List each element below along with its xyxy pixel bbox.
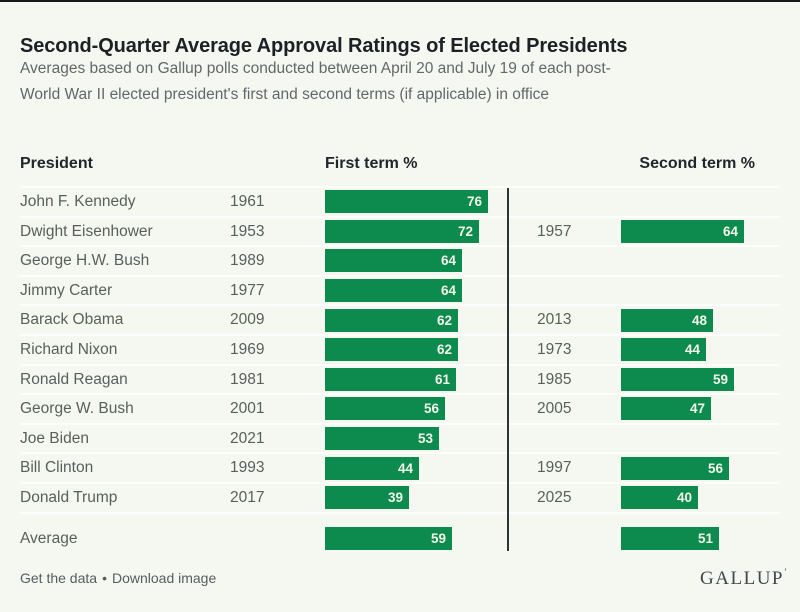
second-term-value: 47 bbox=[689, 401, 705, 417]
subtitle-line-2: World War II elected president's first a… bbox=[20, 86, 550, 103]
first-term-year: 2021 bbox=[230, 429, 265, 447]
first-term-bar: 39 bbox=[325, 486, 409, 510]
second-term-year: 2025 bbox=[537, 488, 572, 506]
president-name: John F. Kennedy bbox=[20, 193, 136, 210]
second-term-value: 64 bbox=[722, 223, 738, 239]
first-term-bar: 53 bbox=[325, 427, 439, 451]
first-term-year: 2001 bbox=[230, 400, 265, 418]
table-row: Joe Biden 2021 53 bbox=[20, 425, 780, 455]
chart-rows: John F. Kennedy 1961 76 Dwight Eisenhowe… bbox=[20, 186, 780, 552]
footer-separator: • bbox=[102, 570, 107, 586]
subtitle-line-1: Averages based on Gallup polls conducted… bbox=[20, 60, 611, 77]
second-term-value: 44 bbox=[684, 342, 700, 358]
first-term-value: 62 bbox=[436, 342, 452, 358]
first-term-year: 2009 bbox=[230, 311, 265, 329]
first-term-value: 76 bbox=[466, 194, 482, 210]
chart-subtitle: Averages based on Gallup polls conducted… bbox=[20, 56, 776, 108]
second-term-bar: 56 bbox=[621, 456, 729, 480]
footer-links: Get the data • Download image bbox=[20, 570, 216, 586]
first-term-year: 2017 bbox=[230, 488, 265, 506]
first-term-value: 62 bbox=[436, 312, 452, 328]
column-header-second-term: Second term % bbox=[639, 155, 755, 172]
top-border-rule bbox=[0, 0, 800, 2]
first-term-bar: 64 bbox=[325, 249, 462, 273]
first-term-bar: 62 bbox=[325, 338, 458, 362]
second-term-year: 2013 bbox=[537, 311, 572, 329]
first-term-year: 1977 bbox=[230, 281, 265, 299]
first-term-value: 64 bbox=[440, 253, 456, 269]
second-term-value: 48 bbox=[691, 312, 707, 328]
download-image-link[interactable]: Download image bbox=[111, 570, 217, 586]
president-name: Dwight Eisenhower bbox=[20, 222, 153, 240]
second-term-value: 59 bbox=[712, 371, 728, 387]
get-the-data-link[interactable]: Get the data bbox=[20, 570, 98, 586]
table-row: Donald Trump 2017 39 2025 40 bbox=[20, 484, 780, 514]
second-term-year: 1985 bbox=[537, 370, 572, 388]
president-name: Jimmy Carter bbox=[20, 281, 113, 299]
first-term-year: 1981 bbox=[230, 370, 265, 388]
first-term-year: 1969 bbox=[230, 340, 265, 358]
column-header-president: President bbox=[20, 155, 93, 172]
table-row: Dwight Eisenhower 1953 72 1957 64 bbox=[20, 218, 780, 248]
table-row: Ronald Reagan 1981 61 1985 59 bbox=[20, 366, 780, 396]
president-name: Joe Biden bbox=[20, 429, 89, 447]
first-term-year: 1989 bbox=[230, 252, 265, 270]
second-term-year: 1957 bbox=[537, 222, 572, 240]
first-term-value: 61 bbox=[434, 371, 450, 387]
president-name: Barack Obama bbox=[20, 311, 124, 329]
second-term-bar: 64 bbox=[621, 219, 744, 243]
table-row: George H.W. Bush 1989 64 bbox=[20, 247, 780, 277]
page-title: Second-Quarter Average Approval Ratings … bbox=[20, 35, 628, 58]
president-name: Richard Nixon bbox=[20, 340, 118, 358]
first-term-value: 39 bbox=[387, 490, 403, 506]
table-row: Bill Clinton 1993 44 1997 56 bbox=[20, 454, 780, 484]
second-term-bar: 40 bbox=[621, 486, 698, 510]
table-row: Richard Nixon 1969 62 1973 44 bbox=[20, 336, 780, 366]
first-term-value: 72 bbox=[457, 223, 473, 239]
column-header-first-term: First term % bbox=[325, 155, 418, 172]
table-row: Barack Obama 2009 62 2013 48 bbox=[20, 306, 780, 336]
second-term-bar: 47 bbox=[621, 397, 711, 421]
first-term-year: 1961 bbox=[230, 193, 265, 210]
first-term-value: 59 bbox=[430, 530, 446, 546]
first-term-bar: 64 bbox=[325, 279, 462, 303]
first-term-year: 1993 bbox=[230, 459, 265, 477]
first-term-bar: 62 bbox=[325, 308, 458, 332]
first-term-bar: 44 bbox=[325, 456, 419, 480]
second-term-year: 1973 bbox=[537, 340, 572, 358]
second-term-bar: 51 bbox=[621, 526, 719, 550]
first-term-bar: 61 bbox=[325, 367, 456, 391]
second-term-bar: 48 bbox=[621, 308, 713, 332]
second-term-bar: 59 bbox=[621, 367, 734, 391]
first-term-year: 1953 bbox=[230, 222, 265, 240]
president-name: George H.W. Bush bbox=[20, 252, 150, 270]
gallup-logo: GALLUP’ bbox=[700, 567, 787, 590]
first-term-value: 56 bbox=[423, 401, 439, 417]
table-row: John F. Kennedy 1961 76 bbox=[20, 188, 780, 218]
first-term-value: 53 bbox=[417, 431, 433, 447]
first-term-bar: 56 bbox=[325, 397, 445, 421]
president-name: Donald Trump bbox=[20, 488, 118, 506]
gallup-wordmark: GALLUP bbox=[700, 568, 784, 589]
second-term-bar: 44 bbox=[621, 338, 706, 362]
first-term-bar: 76 bbox=[325, 190, 488, 214]
table-row: George W. Bush 2001 56 2005 47 bbox=[20, 395, 780, 425]
first-term-bar: 72 bbox=[325, 219, 479, 243]
second-term-year: 2005 bbox=[537, 400, 572, 418]
second-term-value: 51 bbox=[697, 530, 713, 546]
president-name: Bill Clinton bbox=[20, 459, 94, 477]
second-term-year: 1997 bbox=[537, 459, 572, 477]
president-name: George W. Bush bbox=[20, 400, 134, 418]
table-row: Average 59 51 bbox=[20, 525, 780, 553]
first-term-value: 64 bbox=[440, 283, 456, 299]
president-name: Average bbox=[20, 529, 78, 547]
second-term-value: 40 bbox=[676, 490, 692, 506]
president-name: Ronald Reagan bbox=[20, 370, 128, 388]
second-term-value: 56 bbox=[707, 460, 723, 476]
table-row: Jimmy Carter 1977 64 bbox=[20, 277, 780, 307]
panel-divider-line bbox=[507, 188, 509, 551]
first-term-bar: 59 bbox=[325, 526, 452, 550]
gallup-trademark: ’ bbox=[784, 567, 787, 577]
first-term-value: 44 bbox=[397, 460, 413, 476]
